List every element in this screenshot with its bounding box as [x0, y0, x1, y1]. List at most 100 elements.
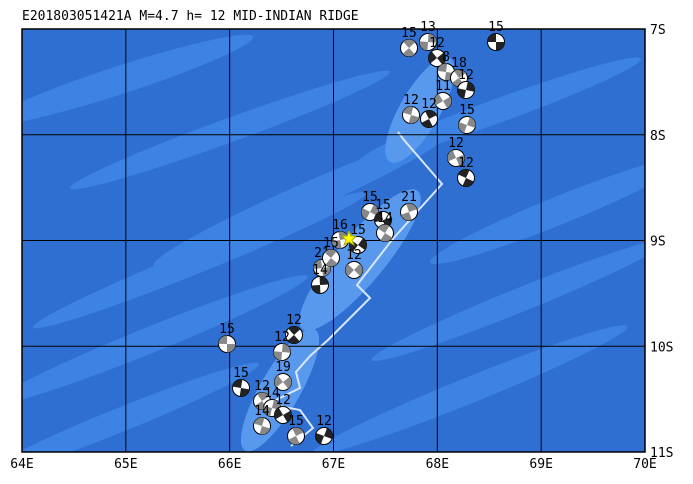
beachball-lune	[325, 258, 338, 267]
beachball-lune	[458, 169, 470, 178]
beachball: 19	[274, 360, 292, 391]
beachball-lune	[274, 375, 283, 388]
depth-label: 16	[332, 218, 348, 233]
beachball-lune	[292, 427, 304, 436]
beachball: 15	[361, 190, 379, 221]
beachball: 15	[487, 20, 505, 51]
beachball-lune	[456, 154, 465, 166]
beachball-lune	[406, 203, 418, 212]
lon-label: 64E	[10, 457, 33, 472]
beachball: 12	[285, 313, 303, 344]
beachball-lune	[354, 263, 363, 276]
lon-label: 66E	[218, 457, 241, 472]
depth-label: 12	[254, 379, 270, 394]
beachball-lune	[313, 259, 322, 270]
depth-label: 13	[420, 20, 436, 35]
beachball: 21	[400, 190, 418, 221]
beachball-lune	[232, 379, 243, 388]
beachball-lune	[425, 110, 437, 119]
beachball-lune	[402, 106, 414, 115]
beachball-lune	[447, 150, 456, 162]
lat-label: 9S	[650, 235, 666, 250]
lon-label: 68E	[426, 457, 449, 472]
beachball: 12	[457, 156, 475, 187]
beachball-lune	[263, 406, 272, 417]
beachball: 12	[315, 414, 333, 445]
depth-label: 11	[435, 79, 451, 94]
beachball: 15	[349, 223, 367, 254]
beachball-lune	[487, 33, 496, 42]
beachball-lune	[437, 52, 446, 65]
depth-label: 12	[316, 414, 332, 429]
lon-label: 67E	[322, 457, 345, 472]
beachball-lune	[380, 233, 393, 242]
beachball-lune	[419, 41, 428, 51]
depth-label: 12	[458, 156, 474, 171]
beachball-lune	[345, 264, 354, 277]
epicenter-star	[340, 229, 358, 247]
depth-label: 15	[362, 190, 378, 205]
beachball-lune	[496, 42, 505, 51]
beachball: 15	[458, 103, 476, 134]
beachball-lune	[443, 96, 452, 109]
beachball-lune	[331, 240, 342, 249]
depth-label: 15	[288, 414, 304, 429]
beachball: 15	[322, 236, 340, 267]
beachball: 12	[273, 330, 291, 361]
beachball-lune	[454, 69, 466, 78]
depth-label: 15	[219, 322, 235, 337]
beachball-lune	[218, 335, 228, 344]
lat-label: 11S	[650, 446, 673, 461]
beachball: 12	[420, 97, 438, 128]
lat-label: 8S	[650, 129, 666, 144]
beachball-lune	[358, 238, 367, 250]
beachball: 15	[287, 414, 305, 445]
depth-label: 12	[403, 93, 419, 108]
beachball-lune	[403, 39, 416, 48]
depth-label: 12	[448, 136, 464, 151]
beachball-lune	[400, 212, 412, 221]
beachball-lune	[457, 88, 466, 99]
depth-label: 12	[346, 248, 362, 263]
beachball: 15	[400, 26, 418, 57]
beachball: 12	[447, 136, 465, 167]
beachball-lune	[324, 428, 333, 440]
beachball-lune	[288, 436, 300, 445]
depth-label: 15	[323, 236, 339, 251]
beachball-lune	[428, 33, 437, 43]
depth-label: 8	[442, 50, 450, 65]
beachball-lune	[287, 335, 300, 344]
beachball-lune	[283, 376, 292, 389]
beachball-lune	[458, 122, 467, 133]
beachball-lune	[377, 224, 390, 233]
beachball-lune	[319, 276, 329, 285]
beachball-lune	[437, 63, 448, 72]
beachball: 12	[402, 93, 420, 124]
beachball-lune	[462, 178, 474, 187]
beachball-lune	[428, 51, 437, 64]
beachball-lune	[324, 249, 337, 258]
beachball-lune	[259, 426, 271, 435]
beachball: 12	[428, 36, 446, 67]
lon-label: 65E	[114, 457, 137, 472]
beachball: 12	[345, 248, 363, 279]
depth-label: 15	[459, 103, 475, 118]
depth-label: 15	[350, 223, 366, 238]
depth-label: 12	[429, 36, 445, 51]
beachball: 15	[232, 366, 250, 397]
ridge-axis	[264, 131, 444, 447]
beachball-lune	[226, 344, 236, 353]
beachball-lune	[283, 410, 292, 423]
beachball: 12	[457, 68, 475, 99]
beachball-lune	[274, 407, 283, 420]
beachball-lune	[282, 343, 291, 353]
beachball-lune	[370, 204, 379, 216]
depth-label: 15	[233, 366, 249, 381]
lat-label: 7S	[650, 23, 666, 38]
lon-label: 69E	[529, 457, 552, 472]
beachball: 11	[434, 79, 452, 110]
depth-label: 14	[264, 386, 280, 401]
depth-label: 15	[375, 198, 391, 213]
